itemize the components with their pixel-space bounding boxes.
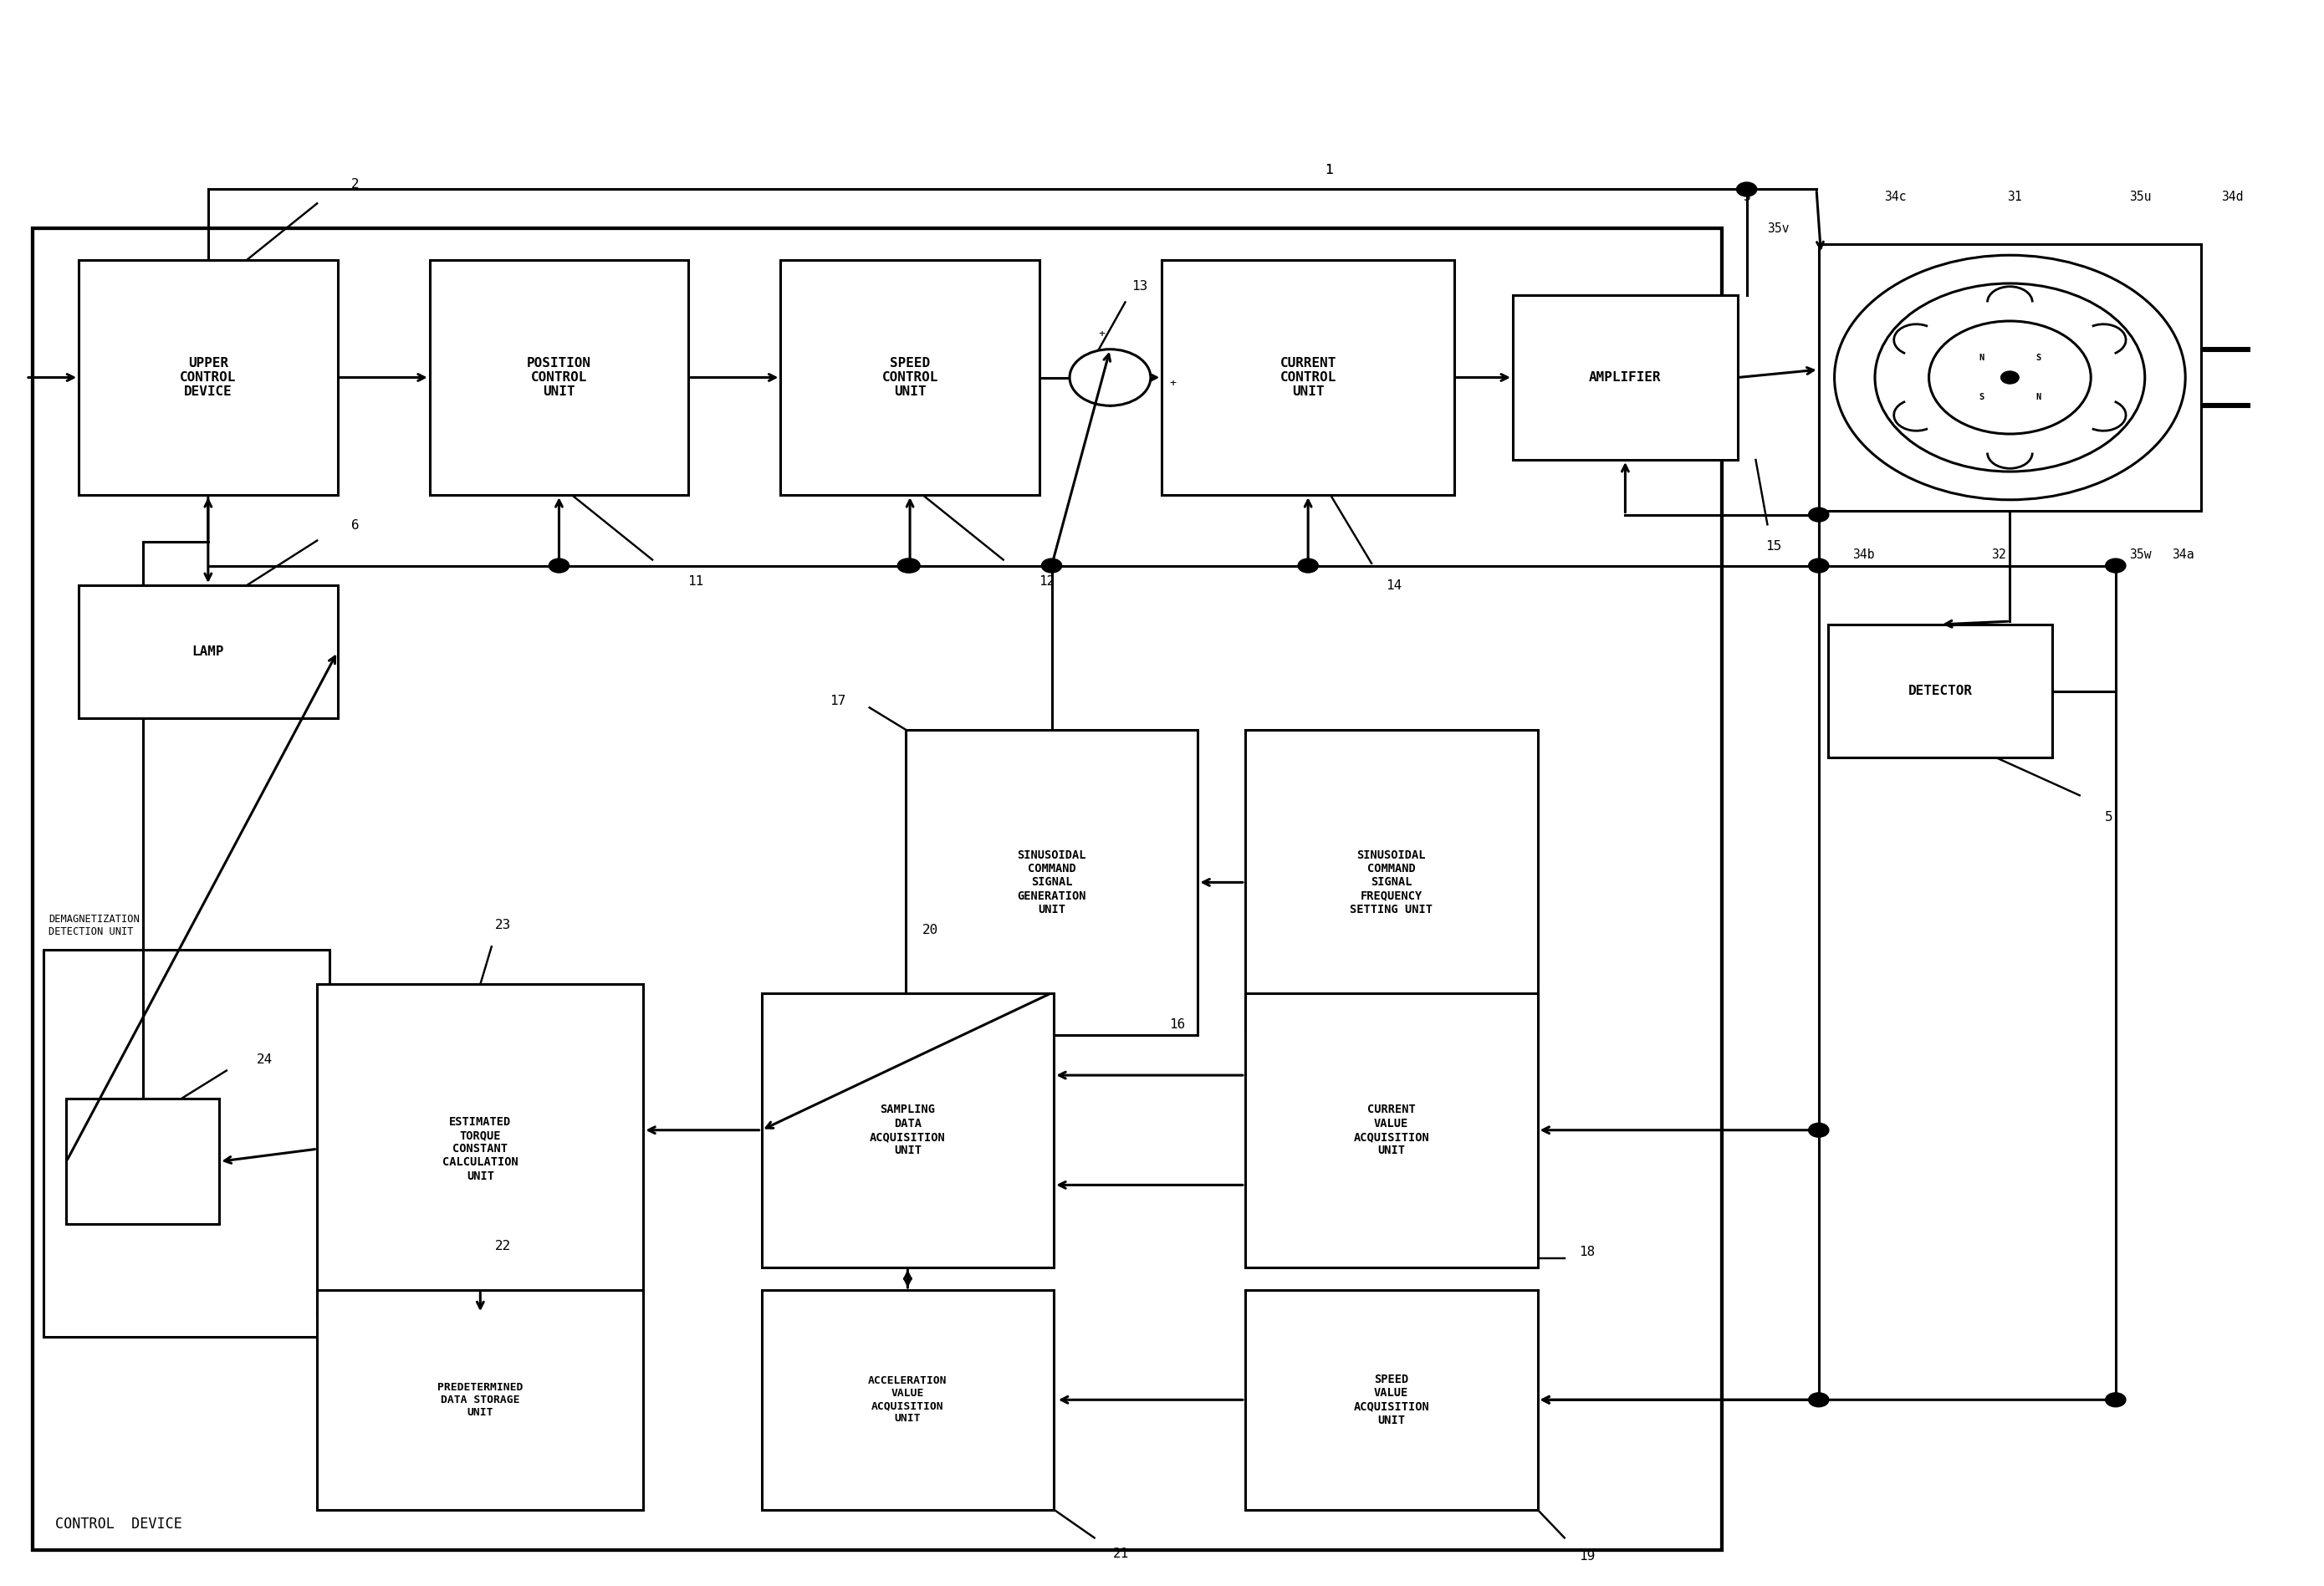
FancyBboxPatch shape	[1246, 730, 1538, 1036]
FancyBboxPatch shape	[1820, 244, 2201, 511]
Text: 18: 18	[1578, 1245, 1594, 1258]
Text: N: N	[1978, 354, 1985, 362]
Text: DETECTOR: DETECTOR	[1908, 685, 1973, 698]
Text: 11: 11	[688, 576, 704, 587]
Circle shape	[1834, 255, 2185, 500]
Text: SAMPLING
DATA
ACQUISITION
UNIT: SAMPLING DATA ACQUISITION UNIT	[869, 1104, 946, 1156]
Text: 1: 1	[1325, 165, 1332, 176]
FancyBboxPatch shape	[1246, 1289, 1538, 1510]
Text: +: +	[1099, 328, 1106, 339]
Text: POSITION
CONTROL
UNIT: POSITION CONTROL UNIT	[528, 357, 590, 398]
FancyBboxPatch shape	[1513, 295, 1738, 460]
FancyBboxPatch shape	[762, 1289, 1053, 1510]
Text: 31: 31	[2008, 190, 2022, 203]
FancyBboxPatch shape	[906, 730, 1197, 1036]
Text: 32: 32	[1992, 549, 2006, 561]
Text: ESTIMATED
TORQUE
CONSTANT
CALCULATION
UNIT: ESTIMATED TORQUE CONSTANT CALCULATION UN…	[442, 1117, 518, 1182]
Text: SPEED
CONTROL
UNIT: SPEED CONTROL UNIT	[881, 357, 939, 398]
Circle shape	[1069, 349, 1150, 406]
Circle shape	[1297, 558, 1318, 573]
FancyBboxPatch shape	[1246, 993, 1538, 1267]
FancyBboxPatch shape	[316, 985, 644, 1313]
Text: SINUSOIDAL
COMMAND
SIGNAL
FREQUENCY
SETTING UNIT: SINUSOIDAL COMMAND SIGNAL FREQUENCY SETT…	[1350, 850, 1432, 915]
Text: AMPLIFIER: AMPLIFIER	[1590, 371, 1662, 384]
FancyBboxPatch shape	[1162, 260, 1455, 495]
Text: ACCELERATION
VALUE
ACQUISITION
UNIT: ACCELERATION VALUE ACQUISITION UNIT	[869, 1375, 948, 1424]
Text: 23: 23	[495, 918, 511, 931]
FancyBboxPatch shape	[79, 260, 337, 495]
Text: 24: 24	[256, 1053, 272, 1066]
FancyBboxPatch shape	[1827, 625, 2052, 758]
Text: 21: 21	[1113, 1548, 1129, 1559]
Text: 16: 16	[1169, 1018, 1185, 1031]
Text: 20: 20	[923, 925, 939, 936]
Text: 22: 22	[495, 1240, 511, 1253]
Text: PREDETERMINED
DATA STORAGE
UNIT: PREDETERMINED DATA STORAGE UNIT	[437, 1381, 523, 1418]
Text: 35u: 35u	[2129, 190, 2152, 203]
Text: CURRENT
CONTROL
UNIT: CURRENT CONTROL UNIT	[1281, 357, 1336, 398]
Circle shape	[899, 558, 920, 573]
FancyBboxPatch shape	[67, 1099, 218, 1224]
Circle shape	[1736, 182, 1757, 197]
Text: 35w: 35w	[2129, 549, 2152, 561]
FancyBboxPatch shape	[316, 1289, 644, 1510]
Text: 34d: 34d	[2222, 190, 2243, 203]
Circle shape	[2106, 1393, 2126, 1407]
Text: 34a: 34a	[2173, 549, 2194, 561]
Text: 2: 2	[351, 178, 358, 190]
Circle shape	[1808, 508, 1829, 522]
Text: 5: 5	[2106, 810, 2113, 823]
FancyBboxPatch shape	[430, 260, 688, 495]
Text: 17: 17	[830, 695, 846, 707]
Text: S: S	[1978, 393, 1985, 401]
Text: N: N	[2036, 393, 2040, 401]
Text: LAMP: LAMP	[193, 646, 223, 658]
Circle shape	[1041, 558, 1062, 573]
Circle shape	[1808, 1393, 1829, 1407]
Text: UPPER
CONTROL
DEVICE: UPPER CONTROL DEVICE	[179, 357, 237, 398]
Text: 15: 15	[1766, 539, 1783, 552]
Text: 6: 6	[351, 519, 358, 531]
Text: CURRENT
VALUE
ACQUISITION
UNIT: CURRENT VALUE ACQUISITION UNIT	[1353, 1104, 1429, 1156]
Text: S: S	[2036, 354, 2040, 362]
FancyBboxPatch shape	[79, 585, 337, 718]
Text: 13: 13	[1132, 281, 1148, 293]
Text: 3: 3	[1743, 190, 1750, 203]
Text: 34c: 34c	[1885, 190, 1906, 203]
Text: CONTROL  DEVICE: CONTROL DEVICE	[56, 1516, 181, 1532]
Text: 35v: 35v	[1766, 222, 1789, 235]
Circle shape	[2001, 371, 2020, 384]
Text: DEMAGNETIZATION
DETECTION UNIT: DEMAGNETIZATION DETECTION UNIT	[49, 914, 139, 937]
Text: 14: 14	[1385, 580, 1401, 592]
Circle shape	[1875, 284, 2145, 471]
Text: SINUSOIDAL
COMMAND
SIGNAL
GENERATION
UNIT: SINUSOIDAL COMMAND SIGNAL GENERATION UNI…	[1018, 850, 1085, 915]
Text: SPEED
VALUE
ACQUISITION
UNIT: SPEED VALUE ACQUISITION UNIT	[1353, 1373, 1429, 1426]
Circle shape	[1808, 558, 1829, 573]
FancyBboxPatch shape	[781, 260, 1039, 495]
Text: 12: 12	[1039, 576, 1055, 587]
Circle shape	[1808, 1123, 1829, 1137]
Circle shape	[548, 558, 569, 573]
Text: +: +	[1169, 377, 1176, 389]
Circle shape	[1929, 320, 2092, 435]
Text: 19: 19	[1578, 1551, 1594, 1562]
Circle shape	[2106, 558, 2126, 573]
Text: 1: 1	[1325, 165, 1332, 176]
Text: 34b: 34b	[1852, 549, 1875, 561]
FancyBboxPatch shape	[762, 993, 1053, 1267]
Circle shape	[897, 558, 918, 573]
